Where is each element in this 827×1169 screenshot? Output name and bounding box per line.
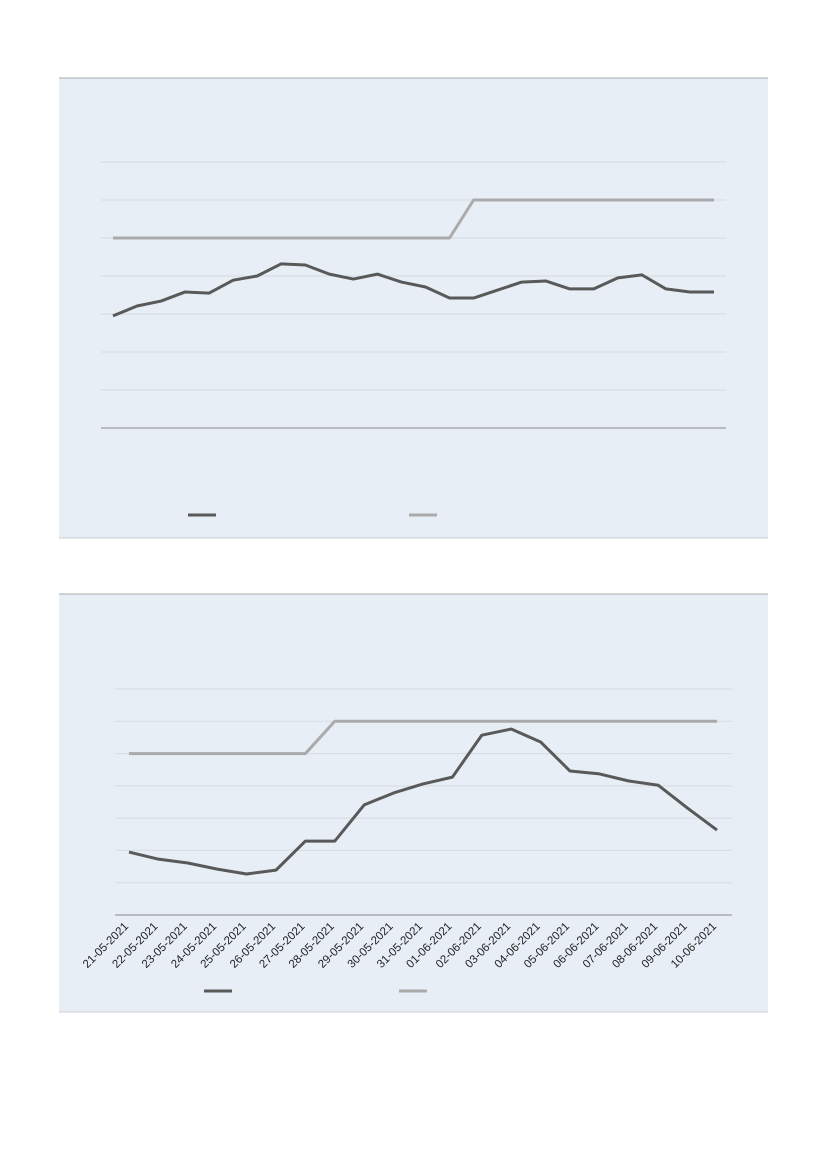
- chart-panel: [59, 594, 768, 1012]
- line-series: [113, 198, 714, 240]
- chart-panel: [59, 78, 768, 538]
- line-series: [112, 262, 714, 318]
- line-series: [128, 727, 718, 876]
- line-series: [129, 719, 717, 756]
